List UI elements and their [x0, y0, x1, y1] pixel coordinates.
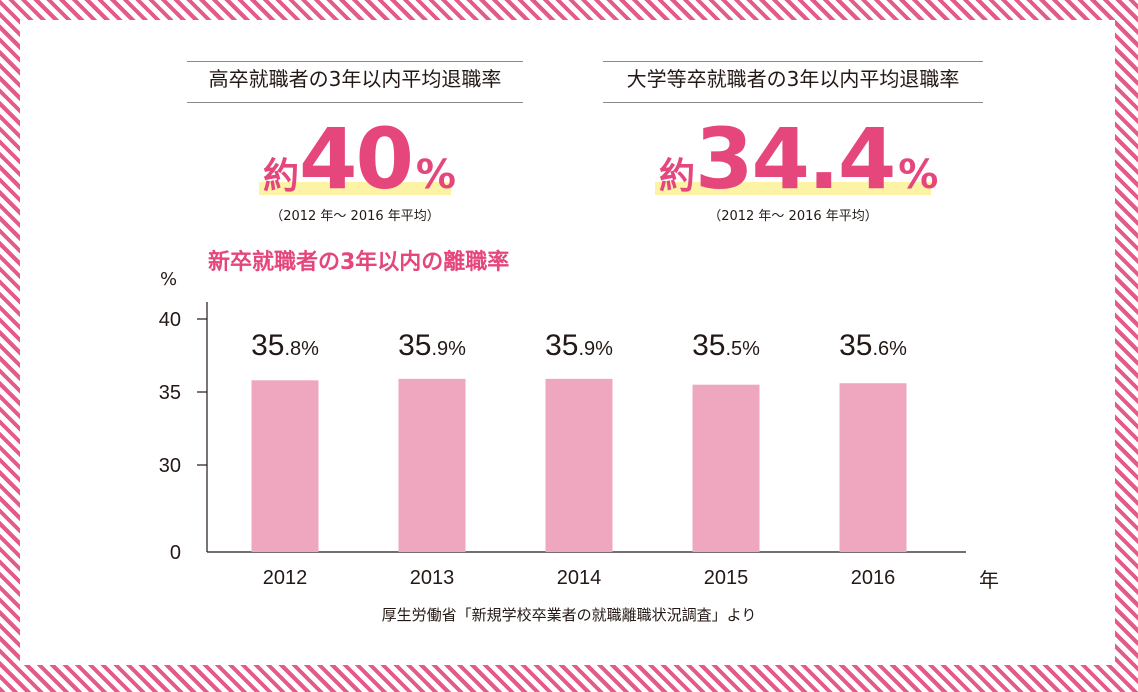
stat-high-school: 高卒就職者の3年以内平均退職率 約40% （2012 年〜 2016 年平均） [187, 61, 523, 224]
data-label-integer: 35 [251, 329, 284, 362]
y-tick-label: 0 [170, 542, 181, 564]
stat-value: 約34.4% [659, 117, 938, 201]
percent-sign: % [415, 152, 456, 198]
percent-sign: % [898, 152, 939, 198]
data-label-integer: 35 [692, 329, 725, 362]
approx-prefix: 約 [263, 156, 300, 197]
data-label-decimal: .5% [725, 338, 760, 360]
approx-prefix: 約 [659, 156, 696, 197]
bar [839, 383, 907, 552]
y-tick-label: 40 [159, 309, 181, 331]
bar [545, 378, 613, 552]
x-tick-label: 2015 [704, 567, 749, 589]
highlight-bar [655, 182, 931, 195]
stat-number: 34.4 [695, 110, 896, 208]
source-note: 厚生労働省「新規学校卒業者の就職離職状況調査」より [381, 606, 757, 624]
x-tick-label: 2016 [851, 567, 896, 589]
data-label: 35.6% [839, 329, 907, 362]
content-panel [20, 20, 1115, 665]
highlight-bar [259, 182, 451, 195]
stat-title: 大学等卒就職者の3年以内平均退職率 [603, 61, 983, 103]
data-label-decimal: .9% [431, 338, 466, 360]
x-tick-label: 2013 [410, 567, 455, 589]
y-unit-label: % [160, 269, 178, 290]
x-unit-label: 年 [979, 568, 999, 592]
y-tick-label: 35 [159, 382, 181, 404]
x-tick-label: 2014 [557, 567, 602, 589]
stat-university: 大学等卒就職者の3年以内平均退職率 約34.4% （2012 年〜 2016 年… [603, 61, 983, 224]
stat-number: 40 [299, 110, 414, 208]
data-label-integer: 35 [545, 329, 578, 362]
stat-period: （2012 年〜 2016 年平均） [270, 209, 440, 224]
data-label: 35.5% [692, 329, 760, 362]
data-label-integer: 35 [839, 329, 872, 362]
data-label: 35.8% [251, 329, 319, 362]
data-label-decimal: .6% [872, 338, 907, 360]
bar [251, 380, 319, 552]
data-label: 35.9% [545, 329, 613, 362]
x-tick-label: 2012 [263, 567, 308, 589]
bar [398, 378, 466, 552]
y-tick-label: 30 [159, 455, 181, 477]
bar [692, 384, 760, 552]
data-label-decimal: .9% [578, 338, 613, 360]
data-label: 35.9% [398, 329, 466, 362]
data-label-decimal: .8% [284, 338, 319, 360]
stat-title: 高卒就職者の3年以内平均退職率 [187, 61, 523, 103]
stat-period: （2012 年〜 2016 年平均） [708, 209, 878, 224]
chart-title: 新卒就職者の3年以内の離職率 [208, 250, 510, 275]
stat-value: 約40% [263, 117, 456, 201]
data-label-integer: 35 [398, 329, 431, 362]
